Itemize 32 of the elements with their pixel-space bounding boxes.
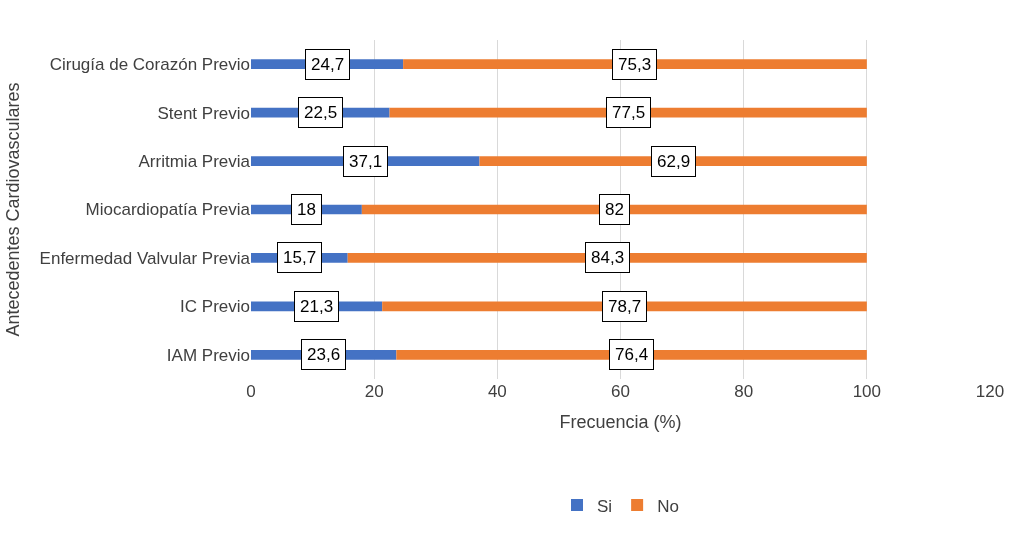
data-label: 21,3 (300, 297, 334, 316)
data-label: 62,9 (657, 152, 691, 171)
data-label: 78,7 (608, 297, 642, 316)
y-tick-label: Miocardiopatía Previa (85, 200, 251, 220)
x-axis-title: Frecuencia (%) (559, 412, 682, 433)
y-tick-label: IAM Previo (166, 345, 250, 365)
data-label: 23,6 (307, 345, 341, 364)
y-tick-label: IC Previo (180, 297, 250, 317)
y-tick-label: Enfermedad Valvular Previa (39, 248, 251, 268)
legend-label: Si (597, 496, 613, 516)
x-tick-label: 40 (487, 382, 507, 401)
y-tick-label: Cirugía de Corazón Previo (49, 55, 250, 75)
data-label: 82 (605, 200, 624, 219)
y-tick-label: Arritmia Previa (138, 152, 251, 172)
data-label: 22,5 (304, 103, 338, 122)
x-tick-label: 60 (611, 382, 630, 401)
data-label: 18 (297, 200, 316, 219)
data-label: 76,4 (615, 345, 649, 364)
data-label: 75,3 (618, 55, 652, 74)
x-tick-label: 80 (734, 382, 754, 401)
data-label: 84,3 (591, 248, 625, 267)
data-label: 15,7 (283, 248, 317, 267)
x-tick-label: 120 (975, 382, 1005, 401)
data-label: 77,5 (612, 103, 646, 122)
data-label: 24,7 (311, 55, 345, 74)
x-tick-label: 100 (852, 382, 882, 401)
x-tick-label: 0 (246, 382, 256, 401)
y-tick-label: Stent Previo (157, 103, 250, 123)
y-axis-title: Antecedentes Cardiovasculares (2, 82, 23, 337)
x-tick-label: 20 (364, 382, 384, 401)
data-label: 37,1 (349, 152, 383, 171)
legend-label: No (657, 496, 679, 516)
